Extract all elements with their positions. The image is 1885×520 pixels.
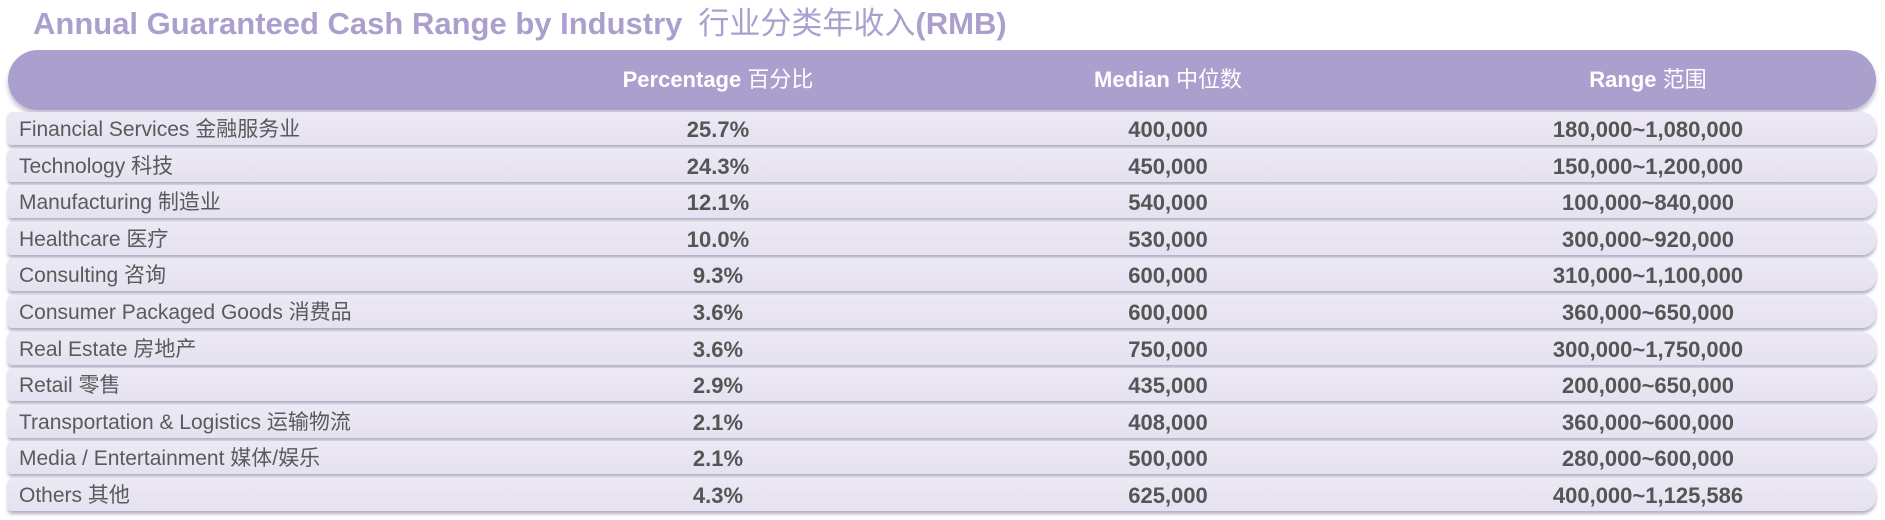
range-value: 180,000~1,080,000 xyxy=(1552,117,1744,142)
page-title-zh: 行业分类年收入 xyxy=(698,6,916,41)
median-value: 600,000 xyxy=(1128,263,1208,289)
page-title-unit: (RMB) xyxy=(915,6,1007,41)
industry-name: Real Estate 房地产 xyxy=(19,337,197,361)
range-value: 200,000~650,000 xyxy=(1562,373,1734,399)
percentage-value: 25.7% xyxy=(686,117,750,142)
median-value: 500,000 xyxy=(1128,446,1208,472)
median-value: 530,000 xyxy=(1128,226,1208,252)
industry-name: Healthcare 医疗 xyxy=(19,227,169,251)
page-title-en: Annual Guaranteed Cash Range by Industry xyxy=(33,6,683,41)
table-row: Manufacturing 制造业 12.1% 540,000 100,000~… xyxy=(8,185,1876,219)
percentage-value: 3.6% xyxy=(692,336,744,362)
table-row: Media / Entertainment 媒体/娱乐 2.1% 500,000… xyxy=(8,441,1876,475)
table-row: Real Estate 房地产 3.6% 750,000 300,000~1,7… xyxy=(8,331,1876,365)
column-header-percentage-en: Percentage xyxy=(622,67,742,92)
percentage-value: 2.1% xyxy=(692,409,744,435)
table-row: Healthcare 医疗 10.0% 530,000 300,000~920,… xyxy=(8,221,1876,255)
table-row: Financial Services 金融服务业 25.7% 400,000 1… xyxy=(8,112,1876,145)
median-value: 540,000 xyxy=(1128,190,1208,216)
range-value: 300,000~1,750,000 xyxy=(1552,336,1744,362)
industry-name: Financial Services 金融服务业 xyxy=(19,118,301,141)
percentage-value: 12.1% xyxy=(686,190,750,216)
median-value: 408,000 xyxy=(1128,409,1208,435)
column-header-median: Median 中位数 xyxy=(1018,50,1318,110)
percentage-value: 9.3% xyxy=(692,263,744,289)
industry-name: Technology 科技 xyxy=(19,154,174,178)
industry-name: Retail 零售 xyxy=(19,374,121,398)
range-value: 400,000~1,125,586 xyxy=(1552,483,1744,508)
industry-name: Consumer Packaged Goods 消费品 xyxy=(19,301,352,324)
table-row: Others 其他 4.3% 625,000 400,000~1,125,586 xyxy=(8,478,1876,511)
median-value: 750,000 xyxy=(1128,336,1208,362)
range-value: 150,000~1,200,000 xyxy=(1552,153,1744,179)
industry-name: Transportation & Logistics 运输物流 xyxy=(19,410,351,434)
column-header-range-zh: 范围 xyxy=(1662,67,1707,92)
range-value: 360,000~600,000 xyxy=(1562,409,1734,435)
column-header-median-en: Median xyxy=(1094,67,1170,92)
column-header-percentage: Percentage 百分比 xyxy=(568,50,868,110)
table-row: Consumer Packaged Goods 消费品 3.6% 600,000… xyxy=(8,295,1876,328)
median-value: 450,000 xyxy=(1128,153,1208,179)
percentage-value: 2.9% xyxy=(692,373,744,399)
industry-name: Others 其他 xyxy=(19,484,130,507)
range-value: 100,000~840,000 xyxy=(1562,190,1734,216)
table-row: Transportation & Logistics 运输物流 2.1% 408… xyxy=(8,404,1876,438)
table-row: Technology 科技 24.3% 450,000 150,000~1,20… xyxy=(8,148,1876,182)
column-header-percentage-zh: 百分比 xyxy=(747,67,814,92)
column-header-range-en: Range xyxy=(1589,67,1657,92)
percentage-value: 3.6% xyxy=(692,300,744,325)
range-value: 360,000~650,000 xyxy=(1562,300,1734,325)
table-row: Consulting 咨询 9.3% 600,000 310,000~1,100… xyxy=(8,258,1876,292)
percentage-value: 10.0% xyxy=(686,226,750,252)
percentage-value: 24.3% xyxy=(686,153,750,179)
range-value: 280,000~600,000 xyxy=(1562,446,1734,472)
industry-name: Consulting 咨询 xyxy=(19,264,167,288)
median-value: 625,000 xyxy=(1128,483,1208,508)
range-value: 300,000~920,000 xyxy=(1562,226,1734,252)
table-header: Percentage 百分比 Median 中位数 Range 范围 xyxy=(8,50,1876,110)
column-header-median-zh: 中位数 xyxy=(1175,67,1242,92)
percentage-value: 2.1% xyxy=(692,446,744,472)
table-row: Retail 零售 2.9% 435,000 200,000~650,000 xyxy=(8,368,1876,402)
percentage-value: 4.3% xyxy=(692,483,744,508)
column-header-range: Range 范围 xyxy=(1468,50,1828,110)
median-value: 400,000 xyxy=(1128,117,1208,142)
industry-name: Media / Entertainment 媒体/娱乐 xyxy=(19,447,321,471)
range-value: 310,000~1,100,000 xyxy=(1552,263,1744,289)
page-title: Annual Guaranteed Cash Range by Industry… xyxy=(33,2,1007,46)
median-value: 600,000 xyxy=(1128,300,1208,325)
industry-name: Manufacturing 制造业 xyxy=(19,191,221,215)
median-value: 435,000 xyxy=(1128,373,1208,399)
